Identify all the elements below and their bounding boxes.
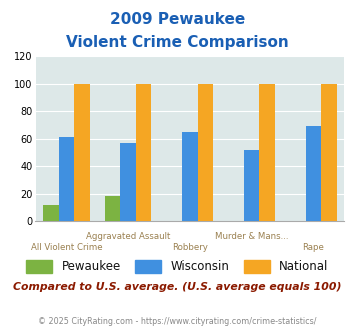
Text: Compared to U.S. average. (U.S. average equals 100): Compared to U.S. average. (U.S. average … <box>13 282 342 292</box>
Text: © 2025 CityRating.com - https://www.cityrating.com/crime-statistics/: © 2025 CityRating.com - https://www.city… <box>38 317 317 326</box>
Text: Aggravated Assault: Aggravated Assault <box>86 232 170 241</box>
Bar <box>59 137 74 221</box>
Text: All Violent Crime: All Violent Crime <box>31 243 102 252</box>
Bar <box>244 149 260 221</box>
Bar <box>260 83 275 221</box>
Text: 2009 Pewaukee: 2009 Pewaukee <box>110 12 245 26</box>
Bar <box>105 196 120 221</box>
Bar <box>120 143 136 221</box>
Bar <box>321 83 337 221</box>
Bar <box>306 126 321 221</box>
Bar <box>182 132 198 221</box>
Bar <box>43 205 59 221</box>
Text: Violent Crime Comparison: Violent Crime Comparison <box>66 35 289 50</box>
Text: Rape: Rape <box>302 243 324 252</box>
Legend: Pewaukee, Wisconsin, National: Pewaukee, Wisconsin, National <box>22 255 333 278</box>
Bar <box>136 83 151 221</box>
Bar <box>198 83 213 221</box>
Text: Robbery: Robbery <box>172 243 208 252</box>
Bar <box>74 83 89 221</box>
Text: Murder & Mans...: Murder & Mans... <box>215 232 289 241</box>
